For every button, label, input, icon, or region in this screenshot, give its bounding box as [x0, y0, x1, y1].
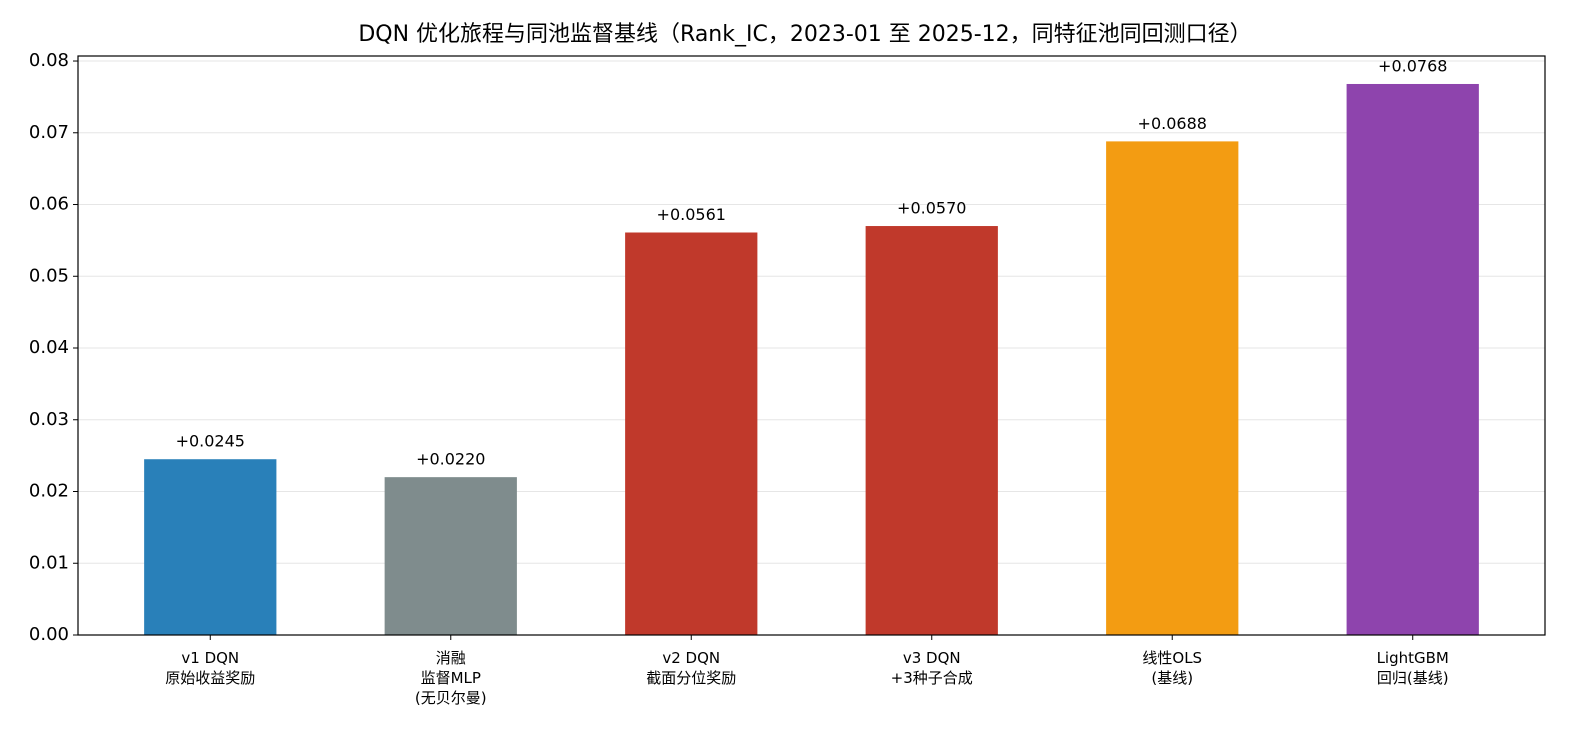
x-tick-label-line: 监督MLP [421, 669, 481, 687]
x-tick-label-line: (无贝尔曼) [415, 689, 487, 707]
y-tick-label: 0.00 [29, 624, 69, 645]
y-tick-label: 0.06 [29, 194, 69, 215]
value-label: +0.0245 [176, 432, 245, 451]
bar [1106, 141, 1239, 635]
x-tick-label: 消融监督MLP (无贝尔曼) [415, 649, 487, 707]
x-tick-label: v2 DQN 截面分位奖励 [646, 649, 736, 687]
x-tick-label-line: 消融 [436, 649, 466, 667]
x-tick-label: LightGBM 回归(基线) [1377, 649, 1449, 687]
y-tick-label: 0.05 [29, 265, 69, 286]
value-label: +0.0220 [416, 450, 485, 469]
y-tick-label: 0.08 [29, 50, 69, 71]
x-tick-label: v1 DQN 原始收益奖励 [165, 649, 255, 687]
x-tick-label-line: v2 DQN [662, 649, 720, 667]
bar [865, 226, 998, 635]
value-label: +0.0561 [657, 205, 726, 224]
plot-frame [77, 55, 1546, 636]
chart-title: DQN 优化旅程与同池监督基线（Rank_IC，2023-01 至 2025-1… [358, 22, 1251, 47]
bar [384, 477, 517, 635]
x-tick-label-line: (基线) [1151, 669, 1193, 687]
y-tick-label: 0.02 [29, 481, 69, 502]
x-tick-label-line: 线性OLS [1142, 649, 1202, 667]
x-tick-label: v3 DQN +3种子合成 [891, 649, 973, 687]
x-tick-label-line: 截面分位奖励 [646, 669, 736, 687]
value-label: +0.0768 [1378, 56, 1447, 75]
bar [1346, 83, 1479, 635]
x-tick-label-line: +3种子合成 [891, 669, 973, 687]
x-tick-label: 线性OLS (基线) [1142, 649, 1202, 687]
y-tick-label: 0.01 [29, 552, 69, 573]
x-tick-label-line: 回归(基线) [1377, 669, 1449, 687]
y-tick-label: 0.04 [29, 337, 69, 358]
value-label: +0.0570 [897, 199, 966, 218]
bar [625, 232, 758, 635]
y-tick-label: 0.03 [29, 409, 69, 430]
bar [144, 459, 277, 635]
y-tick-label: 0.07 [29, 122, 69, 143]
value-label: +0.0688 [1138, 114, 1207, 133]
x-tick-label-line: LightGBM [1377, 649, 1449, 667]
x-tick-label-line: 原始收益奖励 [165, 669, 255, 687]
x-tick-label-line: v1 DQN [181, 649, 239, 667]
x-tick-label-line: v3 DQN [903, 649, 961, 667]
